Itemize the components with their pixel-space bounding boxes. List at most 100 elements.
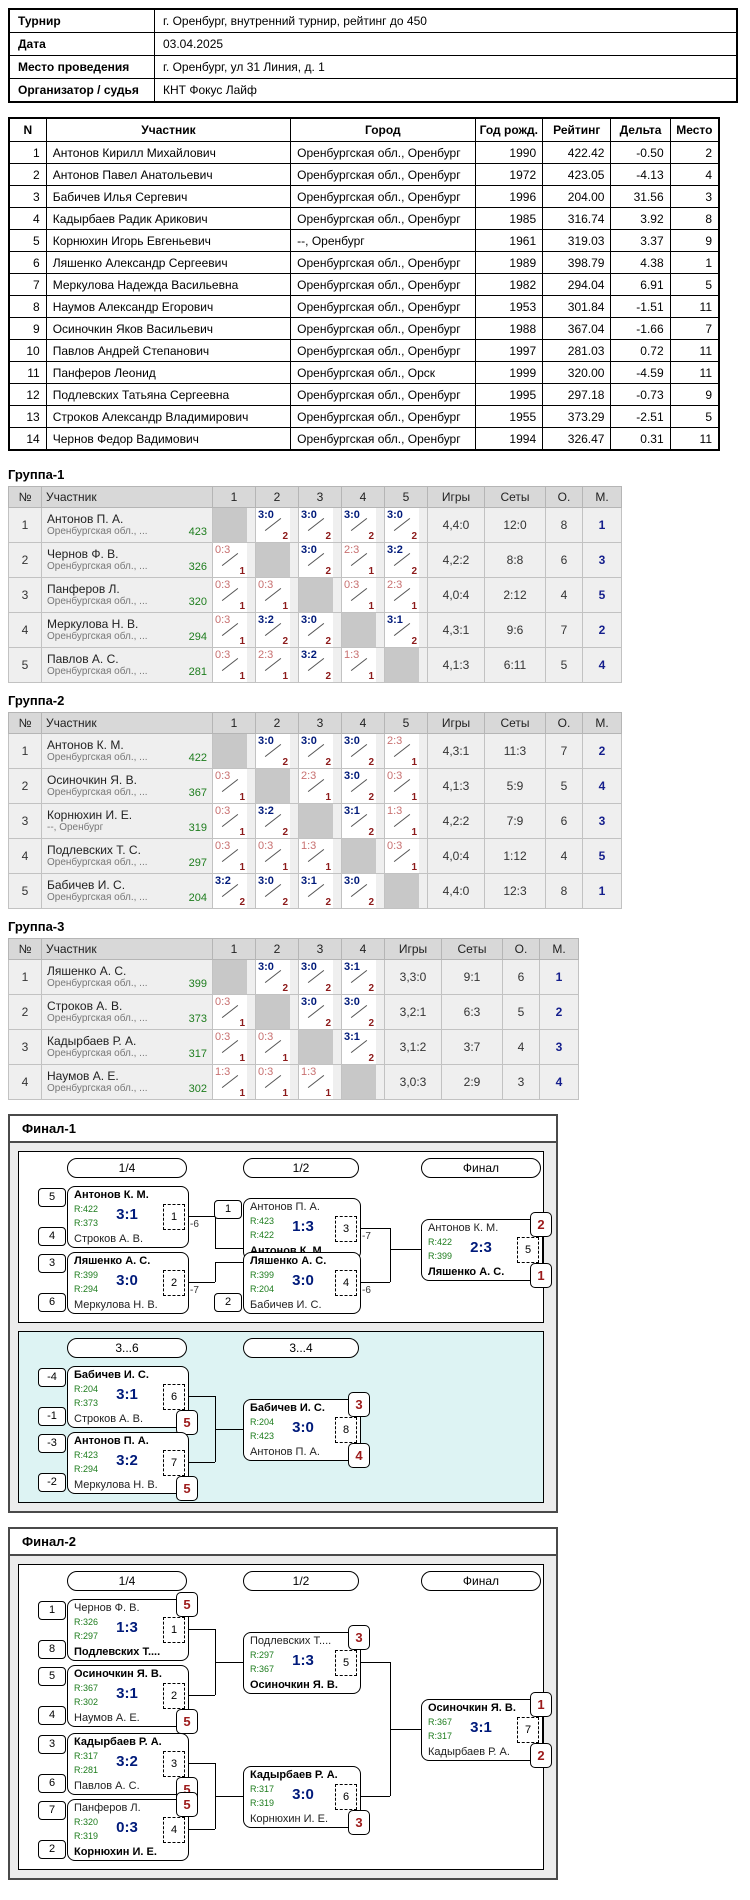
participant-name: Подлевских Татьяна Сергеевна <box>45 383 292 406</box>
score-cell: 0:3 1 <box>213 1030 247 1064</box>
info-value: г. Оренбург, внутренний турнир, рейтинг … <box>154 8 738 33</box>
group-score-cell: 0:3 1 <box>255 838 299 874</box>
score-cell: 3:0 2 <box>299 508 333 542</box>
match-player2-name: Подлевских Т.... <box>74 1646 161 1658</box>
group-row: 1 Ляшенко А. С. Оренбургская обл., ... 399 3… <box>8 959 579 995</box>
score-game-points: 2 <box>368 531 374 542</box>
participants-header-row: N Участник Город Год рожд. Рейтинг Дельта Мест… <box>8 117 720 142</box>
score-value: 3:0 <box>301 961 317 973</box>
group-score-cell: 0:3 1 <box>212 1029 256 1065</box>
participant-delta: -1.51 <box>610 295 671 318</box>
score-game-points: 1 <box>239 1018 245 1029</box>
group-participant-name: Осиночкин Я. В. <box>47 773 137 787</box>
group-header-row: № Участник 1 2 3 4 5 Игры Сеты О. М. <box>8 486 622 508</box>
score-game-points: 1 <box>368 601 374 612</box>
group-table: № Участник 1 2 3 4 5 Игры Сеты О. М. 1 Антонов П. А.… <box>8 486 622 683</box>
group-row-number: 1 <box>8 733 42 769</box>
match-player1-rating: R:317 <box>250 1784 275 1794</box>
group-participant-region: Оренбургская обл., ... <box>47 752 148 763</box>
group-participant-region: Оренбургская обл., ... <box>47 666 148 677</box>
group-header-num: № <box>8 712 42 734</box>
group-score-cell: 3:0 2 <box>255 507 299 543</box>
group-score-cell: 3:0 2 <box>298 542 342 578</box>
group-score-cell <box>384 873 428 909</box>
score-game-points: 1 <box>282 862 288 873</box>
final-place-badge: 4 <box>348 1443 370 1468</box>
score-cell: 3:0 2 <box>342 874 376 908</box>
group-tables: Группа-1 № Участник 1 2 3 4 5 Игры Сеты О. М. 1 Антон… <box>8 467 742 1100</box>
match-player1-rating: R:399 <box>74 1270 99 1280</box>
group-participant-text: Антонов П. А. Оренбургская обл., ... <box>47 512 148 538</box>
participant-row: 5 Корнюхин Игорь Евгеньевич --, Оренбург 19… <box>8 229 720 252</box>
round-header-pill: 1/2 <box>243 1571 359 1591</box>
score-value: 1:3 <box>344 649 360 661</box>
participant-name: Бабичев Илья Сергевич <box>45 185 292 208</box>
bracket-connector-line <box>215 1262 216 1282</box>
match-player2-rating: R:399 <box>428 1251 453 1261</box>
info-label: Турнир <box>8 8 155 33</box>
score-cell: 0:3 1 <box>213 648 247 682</box>
score-cell: 0:3 1 <box>385 769 419 803</box>
group-row-number: 5 <box>8 873 42 909</box>
score-game-points: 1 <box>239 566 245 577</box>
match-player1-name: Бабичев И. С. <box>250 1402 325 1414</box>
group-score-cell: 0:3 1 <box>212 612 256 648</box>
match-player1-rating: R:317 <box>74 1751 99 1761</box>
score-cell: 1:3 1 <box>342 648 376 682</box>
match-player1-name: Кадырбаев Р. А. <box>250 1769 338 1781</box>
seed-box: 5 <box>38 1188 66 1207</box>
match-number-box: 2 <box>163 1270 185 1296</box>
group-score-cell <box>298 1029 342 1065</box>
group-row: 2 Чернов Ф. В. Оренбургская обл., ... 326 0:… <box>8 542 622 578</box>
participant-rating: 294.04 <box>542 273 612 296</box>
info-value: 03.04.2025 <box>154 32 738 56</box>
group-participant: Чернов Ф. В. Оренбургская обл., ... 326 <box>42 545 212 575</box>
group-points: 5 <box>545 647 583 683</box>
bracket-connector-line <box>187 1462 215 1463</box>
match-score: 1:3 <box>116 1619 138 1636</box>
final-place-badge: 5 <box>176 1709 198 1734</box>
group-participant-rating: 373 <box>188 1013 207 1025</box>
score-cell: 3:0 2 <box>299 613 333 647</box>
score-cell: 3:2 2 <box>385 543 419 577</box>
score-game-points: 1 <box>368 566 374 577</box>
score-value: 2:3 <box>387 735 403 747</box>
group-score-cell: 2:3 1 <box>384 733 428 769</box>
group-participant-cell: Осиночкин Я. В. Оренбургская обл., ... 367 <box>41 768 213 804</box>
bracket-connector-line <box>187 1829 215 1830</box>
match-number-box: 3 <box>335 1216 357 1242</box>
participant-city: Оренбургская обл., Оренбург <box>290 163 476 186</box>
group-points: 5 <box>545 768 583 804</box>
bracket-connector-line <box>187 1695 215 1696</box>
score-game-points: 2 <box>282 983 288 994</box>
bracket-section: 3...6 3...4 Бабичев И. С. Строков А. В. R:20… <box>18 1331 544 1503</box>
score-cell: 3:1 2 <box>342 1030 376 1064</box>
participant-birth-year: 1990 <box>474 141 544 164</box>
score-value: 3:0 <box>258 509 274 521</box>
bracket-connector-line <box>215 1796 243 1797</box>
participant-city: Оренбургская обл., Оренбург <box>290 273 476 296</box>
participant-city: --, Оренбург <box>290 229 476 252</box>
match-player2-name: Кадырбаев Р. А. <box>428 1746 510 1758</box>
group-score-cell: 1:3 1 <box>384 803 428 839</box>
group-participant-cell: Антонов П. А. Оренбургская обл., ... 423 <box>41 507 213 543</box>
group-participant-name: Строков А. В. <box>47 999 123 1013</box>
score-cell: 0:3 1 <box>385 839 419 873</box>
participant-rating: 204.00 <box>542 185 612 208</box>
participant-name: Панферов Леонид <box>45 361 292 384</box>
participant-rating: 319.03 <box>542 229 612 252</box>
match-player1-rating: R:297 <box>250 1650 275 1660</box>
final-place-badge: 2 <box>530 1743 552 1768</box>
participant-city: Оренбургская обл., Оренбург <box>290 317 476 340</box>
match-score: 3:0 <box>292 1786 314 1803</box>
group-place: 5 <box>582 838 622 874</box>
group-score-cell: 3:0 2 <box>298 959 342 995</box>
match-player2-rating: R:319 <box>74 1831 99 1841</box>
self-cell <box>342 613 376 647</box>
participants-table: N Участник Город Год рожд. Рейтинг Дельта Мест… <box>8 117 720 451</box>
group-title: Группа-1 <box>8 467 65 482</box>
score-game-points: 2 <box>411 531 417 542</box>
self-cell <box>342 1065 376 1099</box>
group-header-row: № Участник 1 2 3 4 Игры Сеты О. М. <box>8 938 579 960</box>
final-stage-box: Финал-1 1/4 1/2 Финал -6 -7 -7 -6 Антонов К. М. С… <box>8 1114 558 1513</box>
